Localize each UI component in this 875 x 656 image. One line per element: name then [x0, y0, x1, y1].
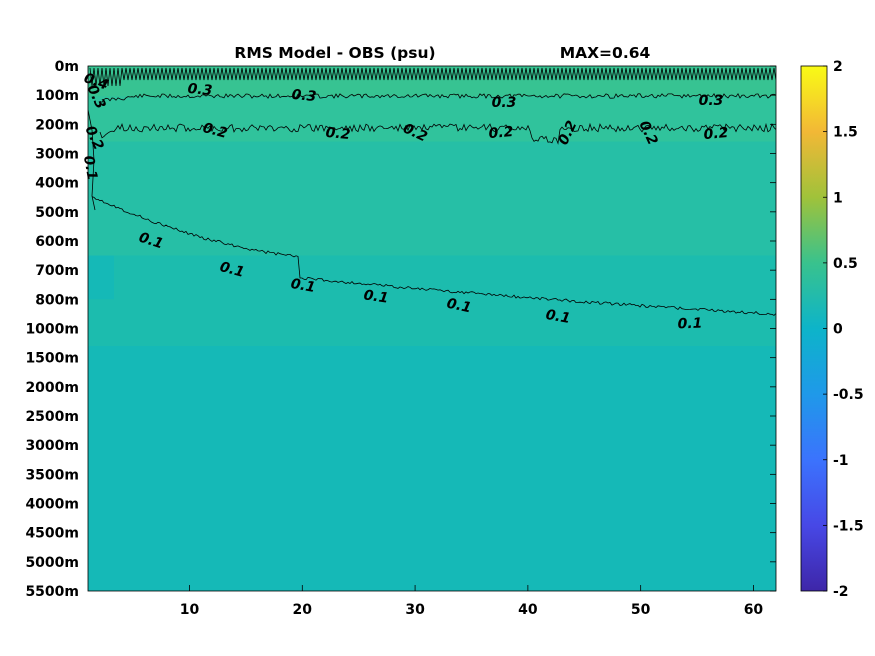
contour-label: 0.1	[445, 296, 473, 317]
heatmap-band	[88, 255, 114, 300]
contour-label: 0.3	[291, 87, 317, 105]
contour-label: 0.4	[82, 70, 111, 94]
y-tick-label: 400m	[35, 176, 79, 192]
y-tick-label: 600m	[35, 234, 79, 250]
heatmap-field	[88, 66, 776, 591]
contour-label: 0.1	[363, 287, 390, 306]
contour-label: 0.2	[325, 125, 351, 143]
contour-0.3	[99, 93, 776, 103]
y-tick-label: 4500m	[25, 526, 79, 542]
y-tick-label: 3500m	[25, 467, 79, 483]
contour-label: 0.2	[703, 125, 729, 143]
y-tick-label: 2500m	[25, 409, 79, 425]
contour-left-edge	[88, 109, 96, 211]
x-tick-label: 10	[180, 602, 200, 618]
colorbar-tick-label: 0.5	[833, 256, 858, 272]
contour-label: 0.2	[488, 124, 514, 142]
colorbar	[800, 65, 828, 592]
y-tick-label: 1500m	[25, 351, 79, 367]
contour-label: 0.1	[544, 307, 571, 327]
x-tick-label: 30	[405, 602, 425, 618]
y-tick-label: 1000m	[25, 322, 79, 338]
heatmap-band	[88, 255, 776, 346]
y-tick-label: 3000m	[25, 438, 79, 454]
max-label: MAX=0.64	[560, 44, 651, 62]
y-tick-label: 500m	[35, 205, 79, 221]
colorbar-tick-label: -2	[833, 584, 849, 600]
colorbar-tick-label: -1	[833, 453, 849, 469]
x-tick-label: 50	[631, 602, 651, 618]
contour-label: 0.2	[201, 120, 229, 142]
colorbar-tick-label: 0	[833, 322, 843, 338]
y-tick-label: 2000m	[25, 380, 79, 396]
colorbar-tick-label: 2	[833, 59, 843, 75]
y-tick-label: 5000m	[25, 555, 79, 571]
contour-label: 0.1	[218, 259, 246, 281]
x-tick-label: 40	[518, 602, 538, 618]
y-tick-label: 700m	[35, 263, 79, 279]
x-axis: 10 20 30 40 50 60	[180, 585, 764, 618]
y-tick-label: 4000m	[25, 497, 79, 513]
contour-lines	[88, 67, 776, 316]
contour-labels: 0.40.3 0.3 0.3 0.3 0.30.2 0.2 0.2 0.2 0.2 0.2 0.2 0…	[80, 70, 729, 332]
y-tick-label: 100m	[35, 88, 79, 104]
colorbar-ticks: 2 1.5 1 0.5 0 -0.5 -1 -1.5 -2	[823, 59, 864, 600]
y-axis: 0m 100m 200m 300m 400m 500m 600m 700m 800m 1000m 1…	[25, 59, 776, 600]
y-tick-label: 300m	[35, 147, 79, 163]
heatmap-band	[88, 96, 776, 142]
contour-label: 0.1	[137, 230, 166, 253]
y-tick-label: 200m	[35, 117, 79, 133]
heatmap-band	[88, 141, 776, 256]
y-tick-label: 800m	[35, 292, 79, 308]
colorbar-tick-label: -0.5	[833, 387, 864, 403]
chart-title: RMS Model - OBS (psu)	[234, 44, 435, 62]
contour-0.2	[99, 122, 776, 145]
contour-label: 0.3	[187, 81, 213, 99]
colorbar-tick-label: 1.5	[833, 125, 858, 141]
y-tick-label: 0m	[55, 59, 79, 75]
contour-0.4	[89, 67, 776, 87]
contour-label: 0.3	[699, 93, 724, 109]
contour-label: 0.3	[492, 95, 517, 111]
x-tick-label: 60	[744, 602, 764, 618]
contour-0.1	[91, 196, 776, 316]
colorbar-tick-label: -1.5	[833, 518, 864, 534]
contour-label: 0.1	[80, 154, 100, 181]
contour-label: 0.1	[289, 276, 316, 296]
colorbar-tick-label: 1	[833, 190, 843, 206]
x-tick-label: 20	[293, 602, 313, 618]
y-tick-label: 5500m	[25, 584, 79, 600]
contour-label: 0.1	[677, 316, 702, 333]
